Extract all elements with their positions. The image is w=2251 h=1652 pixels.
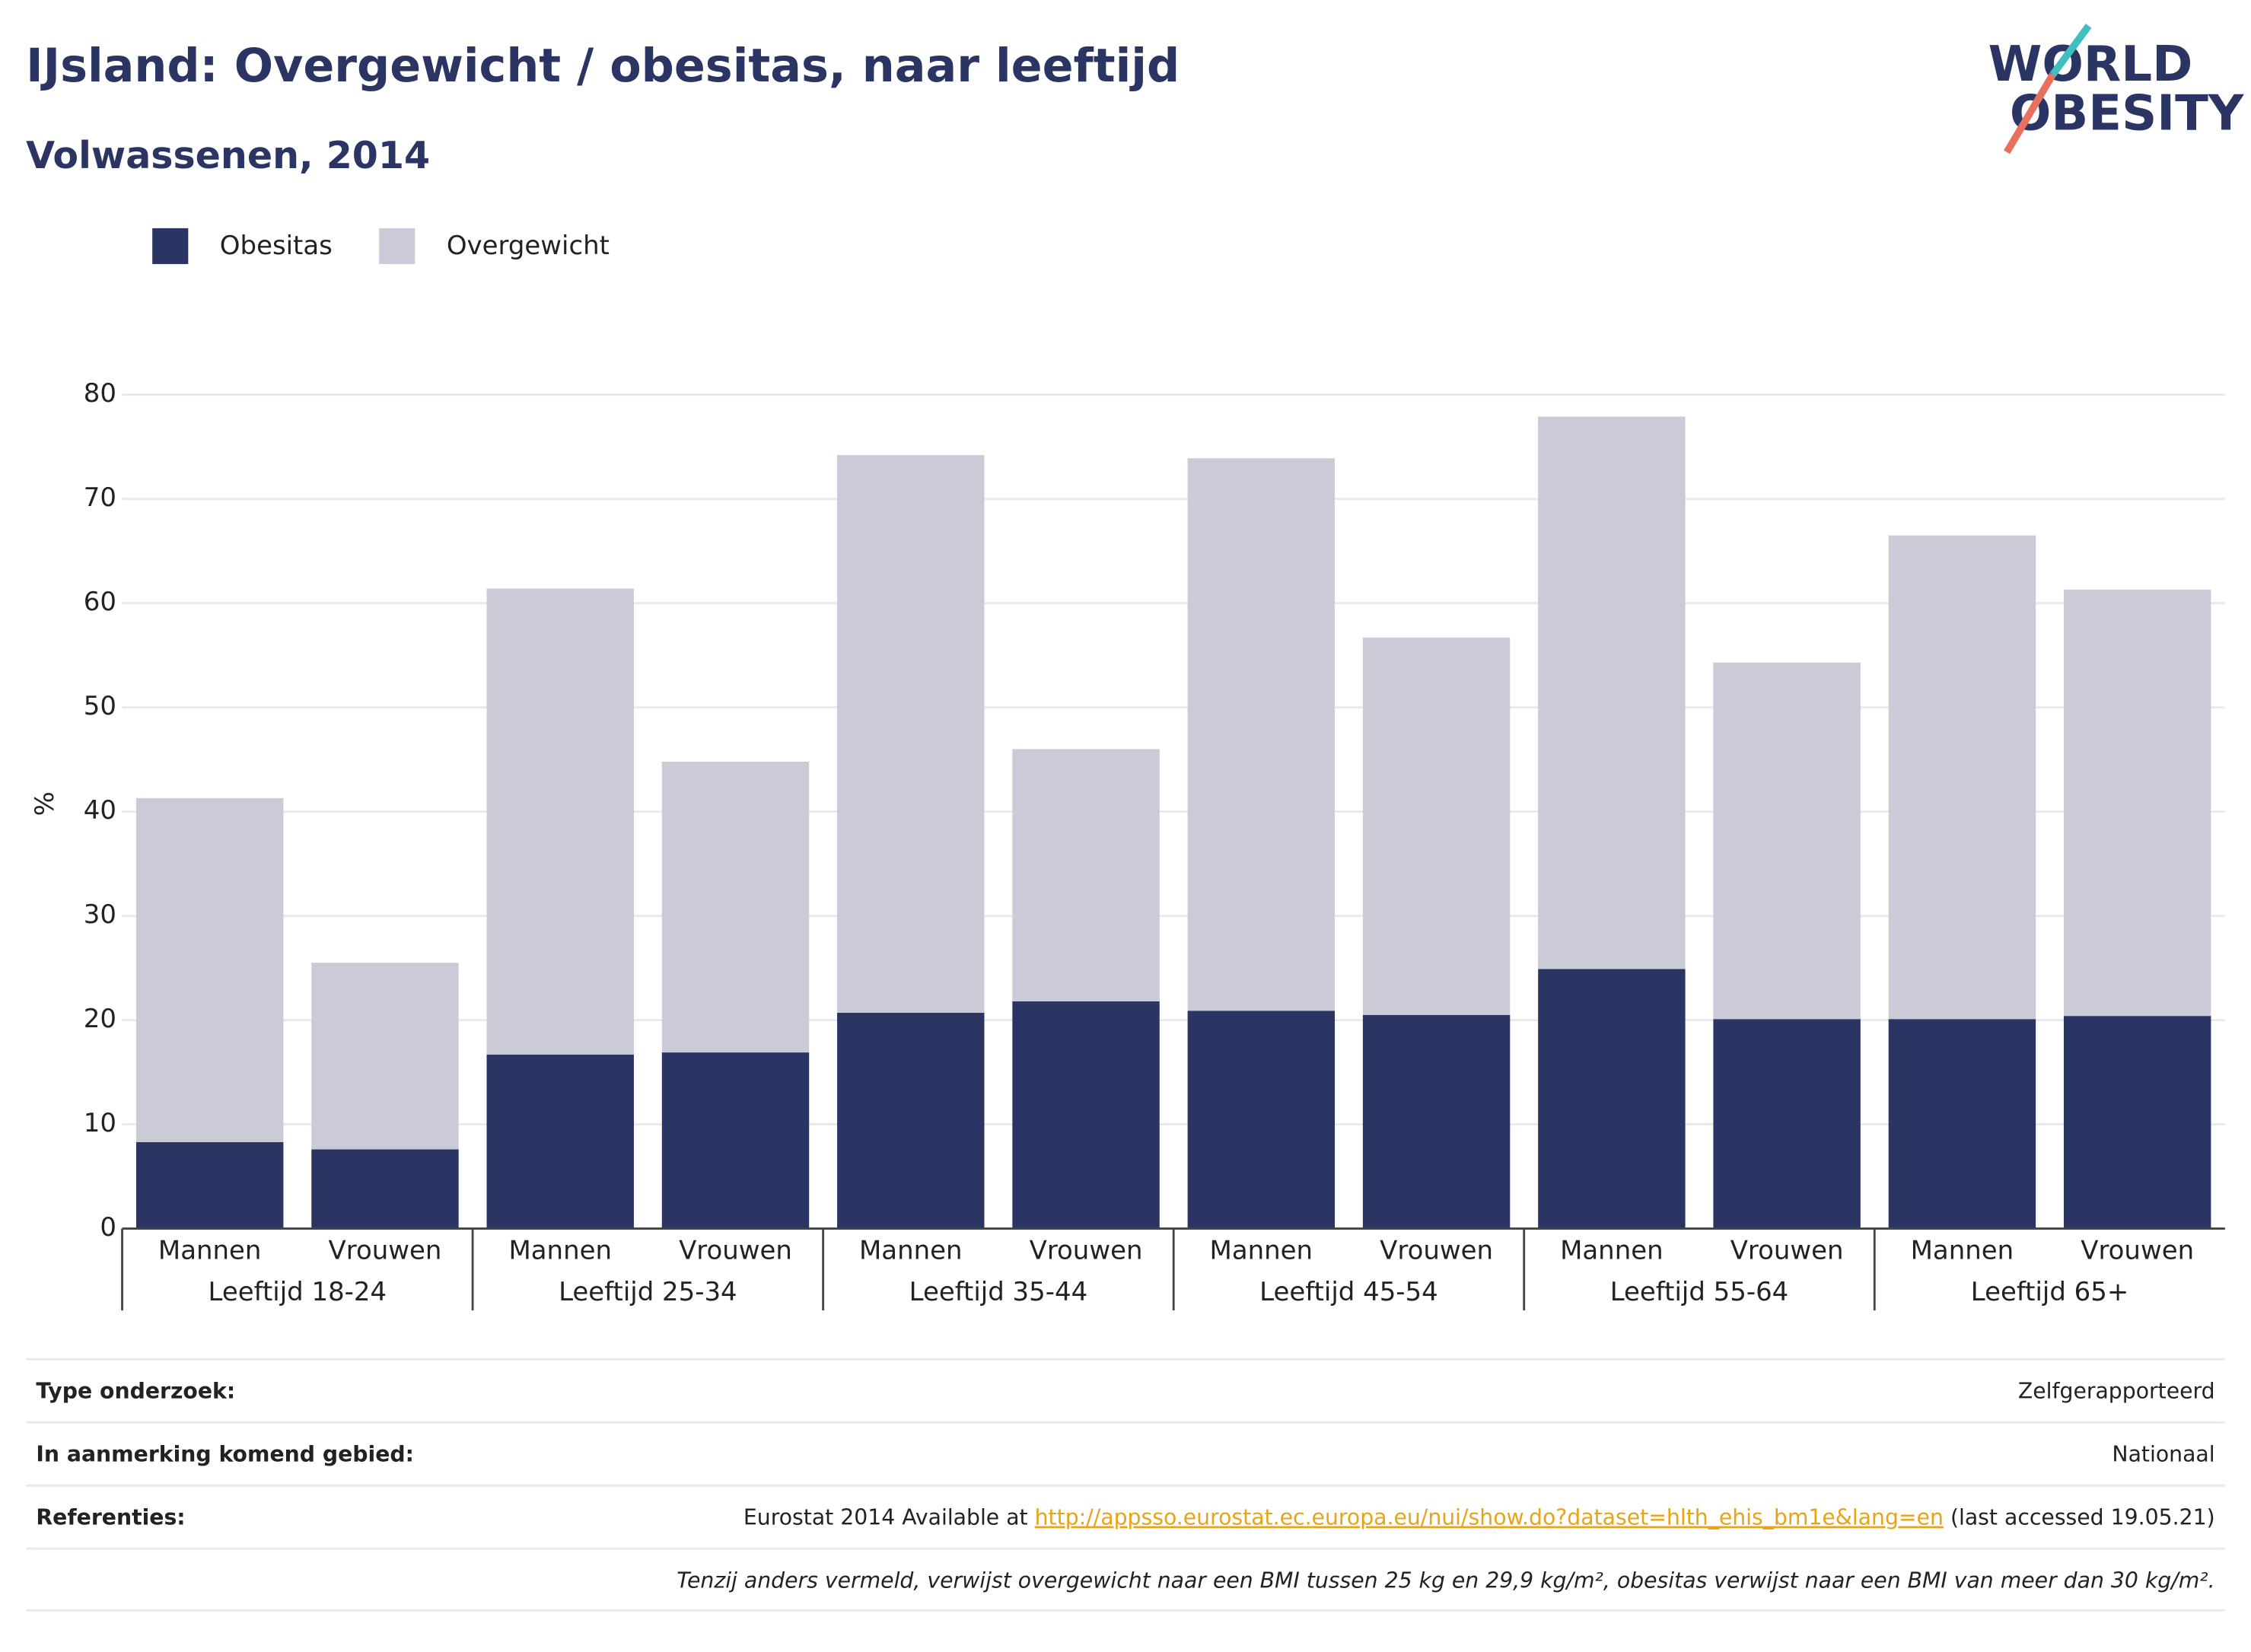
y-tick-label: 60 [84,587,116,617]
footer-label: Type onderzoek: [36,1379,235,1404]
bar-segment [1187,1011,1336,1229]
bar-segment [486,1054,634,1229]
y-tick-label: 50 [84,691,116,721]
x-tick-label: Mannen [859,1235,962,1265]
y-axis-label: % [30,791,60,816]
x-tick-label: Mannen [1210,1235,1313,1265]
group-label: Leeftijd 55-64 [1610,1277,1789,1307]
x-tick-label: Mannen [508,1235,612,1265]
group-label: Leeftijd 35-44 [909,1277,1088,1307]
y-tick-label: 80 [84,378,116,409]
footer-note: Tenzij anders vermeld, verwijst overgewi… [677,1568,2214,1593]
bar-segment [135,1141,284,1229]
bar-segment [1362,1014,1511,1229]
x-tick-label: Vrouwen [679,1235,792,1265]
bar-segment [2063,589,2211,1017]
bar-segment [661,1052,810,1229]
footer-value: Nationaal [2112,1442,2214,1467]
logo: WORLD OBESITY [1988,24,2245,154]
legend-swatch [152,228,189,265]
y-tick-label: 40 [84,795,116,826]
logo-stroke [2049,24,2092,77]
y-tick-label: 70 [84,482,116,513]
bar-segment [1012,1001,1160,1229]
bar-segment [1538,969,1686,1229]
bar-segment [486,588,634,1055]
chart-subtitle: Volwassenen, 2014 [26,133,430,177]
bar-segment [1012,749,1160,1001]
reference-link[interactable]: http://appsso.eurostat.ec.europa.eu/nui/… [1035,1505,1944,1530]
group-label: Leeftijd 65+ [1971,1277,2129,1307]
legend-label: Obesitas [220,231,333,261]
reference-text: Eurostat 2014 Available at [743,1505,1035,1530]
y-tick-label: 0 [100,1212,116,1243]
bar-segment [1713,1019,1861,1229]
bar-segment [1713,662,1861,1020]
x-tick-label: Mannen [1560,1235,1664,1265]
bar-segment [661,761,810,1053]
x-tick-label: Vrouwen [1030,1235,1143,1265]
bar-segment [1538,416,1686,969]
footer-value: Eurostat 2014 Available at http://appsso… [743,1505,2215,1530]
bar-segment [837,1013,985,1229]
y-tick-label: 10 [84,1108,116,1138]
bar-segment [1362,637,1511,1015]
y-tick-label: 30 [84,899,116,930]
group-label: Leeftijd 45-54 [1259,1277,1438,1307]
bar-segment [2063,1016,2211,1229]
footer-label: In aanmerking komend gebied: [36,1442,414,1467]
bar-segment [135,797,284,1142]
bar-segment [311,963,459,1150]
logo-stroke [2004,72,2056,154]
y-tick-label: 20 [84,1004,116,1034]
x-tick-label: Vrouwen [1730,1235,1844,1265]
bar-segment [1187,458,1336,1011]
logo-text: OBESITY [2010,84,2245,142]
x-tick-label: Vrouwen [1380,1235,1493,1265]
legend-label: Overgewicht [447,231,610,261]
group-label: Leeftijd 18-24 [209,1277,387,1307]
bar-segment [1888,535,2036,1020]
group-label: Leeftijd 25-34 [559,1277,737,1307]
x-tick-label: Mannen [158,1235,262,1265]
x-tick-label: Vrouwen [2081,1235,2194,1265]
footer-value: Zelfgerapporteerd [2018,1379,2215,1404]
logo-text: WORLD [1988,36,2193,93]
footer-label: Referenties: [36,1505,185,1530]
legend-swatch [379,228,415,265]
bar-segment [837,455,985,1014]
chart-title: IJsland: Overgewicht / obesitas, naar le… [26,40,1180,93]
reference-text: (last accessed 19.05.21) [1944,1505,2215,1530]
x-tick-label: Vrouwen [329,1235,442,1265]
x-tick-label: Mannen [1911,1235,2014,1265]
bar-segment [1888,1019,2036,1229]
bar-segment [311,1149,459,1229]
